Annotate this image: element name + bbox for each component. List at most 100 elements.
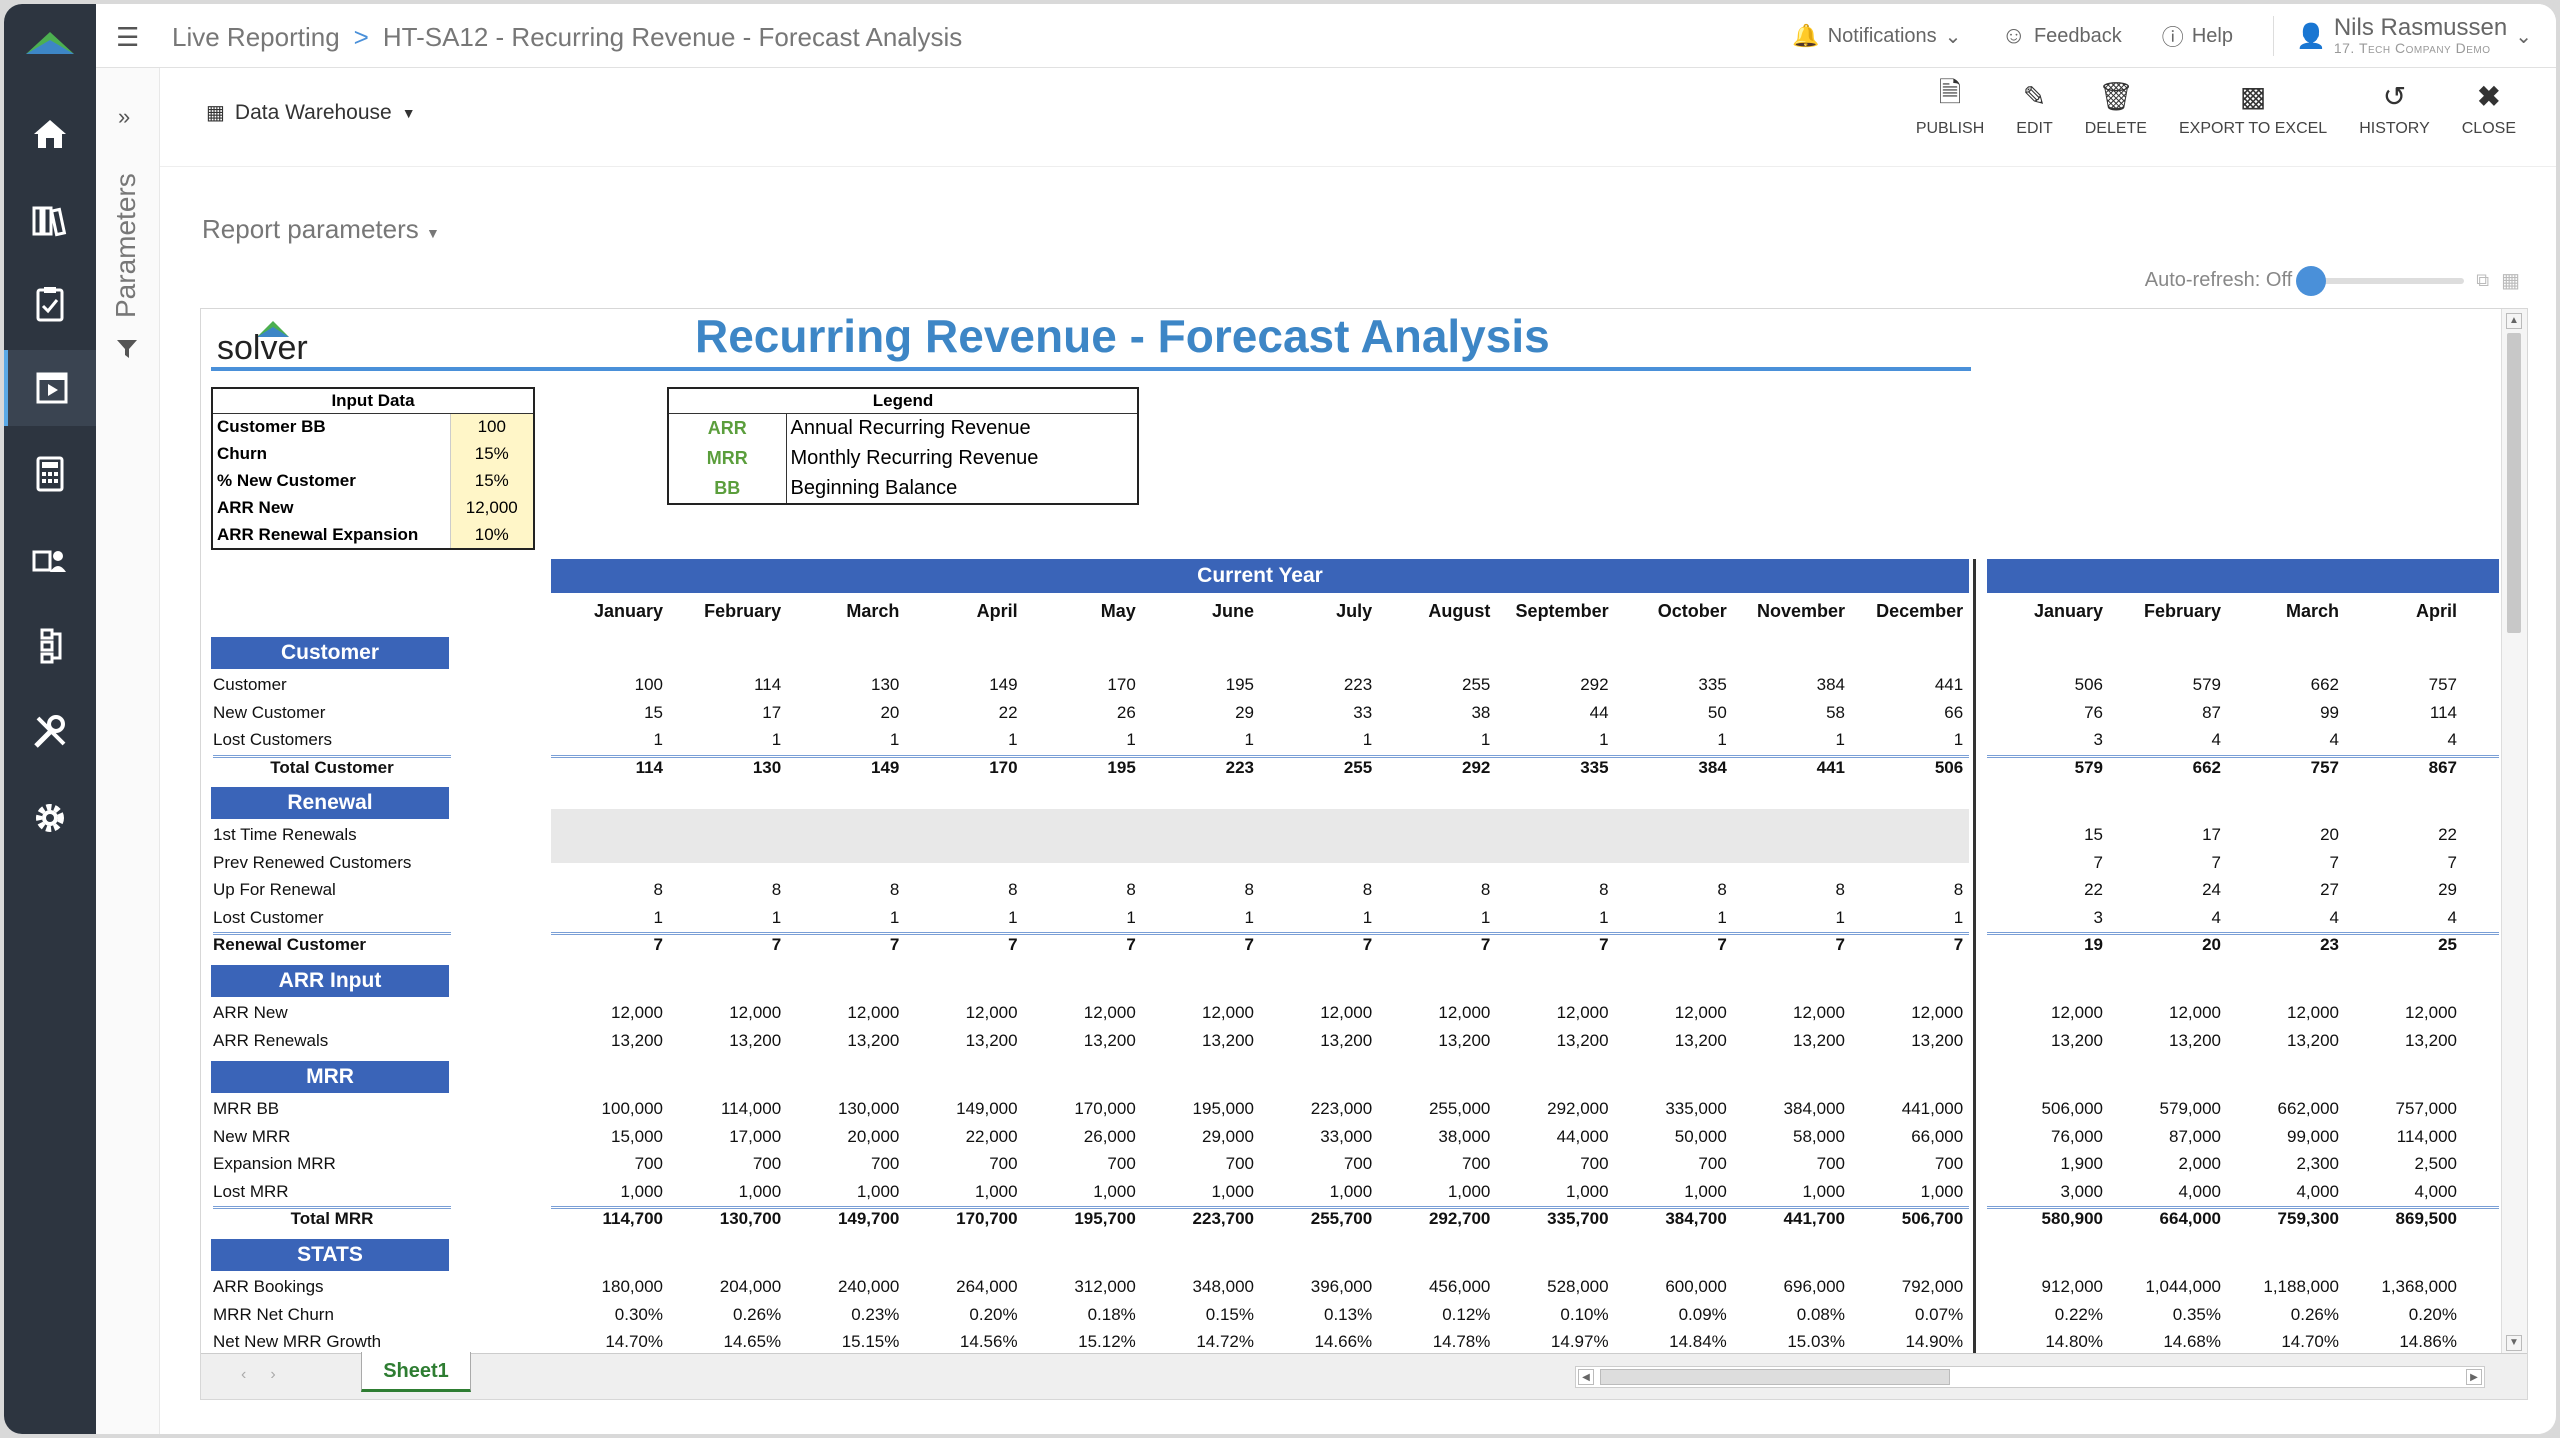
history-button[interactable]: ↺ HISTORY <box>2343 78 2446 138</box>
nav-library[interactable] <box>4 182 96 258</box>
row-label: MRR BB <box>213 1099 280 1118</box>
cell-value: 7 <box>1008 935 1018 955</box>
auto-refresh-slider[interactable] <box>2296 265 2465 296</box>
next-month-header: April <box>2415 601 2457 621</box>
tab-sheet1[interactable]: Sheet1 <box>361 1352 471 1392</box>
report-title: Recurring Revenue - Forecast Analysis <box>695 310 1550 362</box>
user-menu[interactable]: 👤 Nils Rasmussen 17. Tech Company Demo ⌄ <box>2272 16 2532 56</box>
user-icon: 👤 <box>2295 22 2326 50</box>
expand-icon[interactable]: » <box>118 104 131 129</box>
input-value[interactable]: 100 <box>449 413 534 441</box>
cell-value: 1,000 <box>1447 1181 1491 1201</box>
nav-hierarchy[interactable] <box>4 608 96 684</box>
delete-button[interactable]: 🗑 DELETE <box>2069 78 2163 138</box>
cell-value: 696,000 <box>1783 1277 1845 1296</box>
data-source-label: Data Warehouse <box>234 100 392 124</box>
input-value[interactable]: 15% <box>449 440 534 468</box>
cell-value: 27 <box>2320 880 2339 900</box>
cell-value: 0.13% <box>1323 1304 1373 1324</box>
grid-icon[interactable]: ▦ <box>2501 270 2520 292</box>
bell-icon: 🔔 <box>1792 23 1820 48</box>
nav-settings[interactable] <box>4 780 96 856</box>
cell-value: 33 <box>1353 702 1373 722</box>
solver-logo-icon[interactable] <box>24 28 76 58</box>
cell-value: 384,700 <box>1665 1209 1727 1229</box>
tab-nav-arrows[interactable]: ‹› <box>241 1366 300 1383</box>
cell-value: 396,000 <box>1310 1277 1373 1296</box>
export-excel-button[interactable]: ▩ EXPORT TO EXCEL <box>2163 78 2343 138</box>
nav-data[interactable] <box>4 522 96 598</box>
total-rule <box>551 932 1969 936</box>
legend-key: ARR <box>668 413 787 444</box>
legend-row: ARR Annual Recurring Revenue <box>668 413 1138 444</box>
row-label: New Customer <box>213 702 326 722</box>
cell-value: 8 <box>1599 880 1609 900</box>
nav-planning[interactable] <box>4 436 96 512</box>
cell-value: 506 <box>1934 757 1964 777</box>
data-source-selector[interactable]: ▦ Data Warehouse ▼ <box>206 100 416 125</box>
horizontal-scroll-thumb[interactable] <box>1600 1369 1950 1385</box>
report-parameters-toggle[interactable]: Report parameters ▼ <box>202 214 440 245</box>
cell-value: 130,700 <box>719 1209 782 1229</box>
nav-reports[interactable] <box>4 350 96 426</box>
chevron-down-icon: ▼ <box>426 225 440 241</box>
notifications-button[interactable]: 🔔 Notifications ⌄ <box>1792 23 1961 49</box>
slider-knob[interactable] <box>2296 265 2327 296</box>
expand-view-icon[interactable]: ⧉ <box>2476 270 2490 290</box>
cell-value: 8 <box>771 880 782 900</box>
next-month-header: February <box>2143 601 2221 621</box>
help-button[interactable]: ⓘ Help <box>2162 20 2233 52</box>
feedback-label: Feedback <box>2033 24 2122 47</box>
cell-value: 1 <box>1008 907 1018 927</box>
cell-value: 7 <box>1244 935 1254 955</box>
vertical-scroll-thumb[interactable] <box>2507 333 2521 633</box>
cell-value: 7 <box>1362 935 1373 955</box>
cell-value: 1,000 <box>856 1181 900 1201</box>
cell-value: 170 <box>989 757 1018 777</box>
cell-value: 195,700 <box>1074 1209 1136 1229</box>
cell-value: 223 <box>1225 757 1254 777</box>
breadcrumb-root[interactable]: Live Reporting <box>172 22 340 52</box>
cell-value: 335,000 <box>1665 1099 1727 1118</box>
cell-value: 700 <box>1816 1154 1845 1174</box>
parameters-label[interactable]: Parameters <box>110 173 141 318</box>
input-value[interactable]: 12,000 <box>449 494 534 522</box>
scroll-down-icon[interactable]: ▼ <box>2506 1335 2522 1351</box>
cell-value: 7 <box>1480 935 1491 955</box>
legend-row: MRR Monthly Recurring Revenue <box>668 443 1138 474</box>
cell-value: 0.15% <box>1205 1304 1254 1324</box>
nav-tools[interactable] <box>4 694 96 770</box>
publish-button[interactable]: 🗎 PUBLISH <box>1900 77 2000 138</box>
vertical-scrollbar[interactable]: ▲ ▼ <box>2501 309 2527 1355</box>
cell-value: 0.26% <box>2290 1304 2339 1324</box>
scroll-right-icon[interactable]: ▶ <box>2466 1369 2482 1385</box>
feedback-button[interactable]: ☺ Feedback <box>2001 22 2121 50</box>
input-row: Customer BB 100 <box>212 413 534 441</box>
close-button[interactable]: ✖ CLOSE <box>2446 78 2532 138</box>
nav-tasks[interactable] <box>4 266 96 342</box>
month-header: April <box>976 601 1018 621</box>
cell-value: 23 <box>2320 935 2339 955</box>
input-value[interactable]: 15% <box>449 467 534 495</box>
input-value[interactable]: 10% <box>449 521 534 549</box>
cell-value: 114 <box>754 675 782 694</box>
edit-button[interactable]: ✎ EDIT <box>2000 78 2068 138</box>
section-header: STATS <box>211 1239 449 1271</box>
scroll-left-icon[interactable]: ◀ <box>1578 1369 1594 1385</box>
scroll-up-icon[interactable]: ▲ <box>2506 313 2522 329</box>
cell-value: 1 <box>1008 730 1018 750</box>
cell-value: 757 <box>2310 757 2339 777</box>
data-user-icon <box>32 550 66 572</box>
horizontal-scrollbar[interactable]: ◀ ▶ <box>1575 1366 2485 1388</box>
cell-value: 700 <box>1107 1154 1136 1174</box>
cell-value: 0.10% <box>1560 1304 1609 1324</box>
cell-value: 13,200 <box>1202 1030 1254 1050</box>
filter-icon[interactable] <box>116 338 138 360</box>
cell-value: 12,000 <box>729 1003 782 1022</box>
cell-value: 14.66% <box>1314 1332 1373 1352</box>
cell-value: 1 <box>1835 907 1845 927</box>
cell-value: 1 <box>1244 907 1254 927</box>
menu-icon[interactable]: ☰ <box>116 22 140 52</box>
cell-value: 1 <box>1362 730 1373 750</box>
nav-home[interactable] <box>4 96 96 172</box>
